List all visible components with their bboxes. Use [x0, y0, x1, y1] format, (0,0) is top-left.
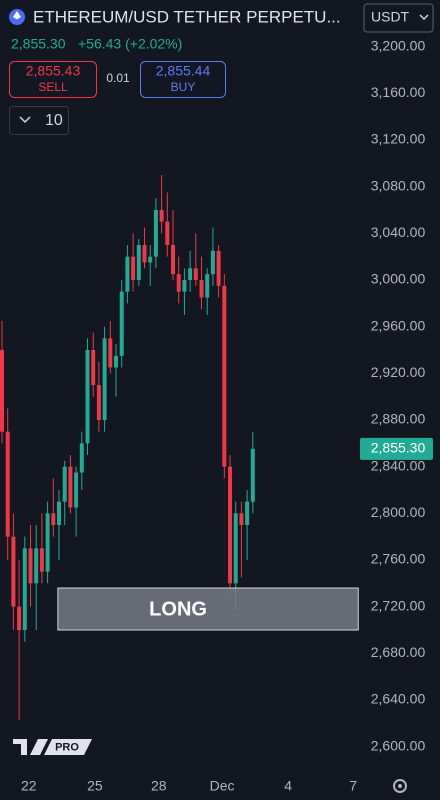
candle-body [79, 443, 84, 473]
tv-logo [13, 739, 48, 755]
candle-body [159, 210, 164, 222]
long-label: LONG [149, 598, 207, 620]
candle-body [210, 250, 215, 275]
candle-body [96, 385, 101, 420]
candle-body [199, 280, 204, 298]
x-tick-label: Dec [210, 778, 235, 794]
candle-body [233, 513, 238, 584]
buy-button[interactable] [140, 61, 226, 98]
candle-body [228, 466, 233, 584]
x-tick-label: 7 [349, 778, 357, 794]
candle-body [0, 350, 4, 432]
y-tick-label: 3,160.00 [371, 84, 426, 100]
y-tick-label: 2,920.00 [371, 364, 426, 380]
candle-body [28, 548, 33, 584]
y-tick-label: 2,600.00 [371, 737, 426, 753]
candle-body [193, 268, 198, 280]
candle-body [153, 210, 158, 257]
candle-body [85, 350, 90, 444]
candle-body [34, 548, 39, 584]
candle-body [17, 606, 22, 630]
y-tick-label: 2,760.00 [371, 551, 426, 567]
candle-body [245, 501, 250, 525]
y-tick-label: 2,960.00 [371, 317, 426, 333]
y-tick-label: 2,640.00 [371, 691, 426, 707]
currency[interactable]: USDT [371, 9, 410, 25]
candle-body [216, 250, 221, 286]
y-tick-label: 3,080.00 [371, 177, 426, 193]
settings-icon-center [398, 784, 402, 788]
candle-body [142, 245, 147, 263]
candle-body [250, 448, 255, 502]
last-price-label: 2,855.30 [371, 440, 426, 456]
y-tick-label: 3,200.00 [371, 37, 426, 53]
pro-badge [44, 739, 92, 755]
symbol-icon-glyph [13, 11, 21, 20]
x-tick-label: 4 [284, 778, 292, 794]
long-zone [57, 587, 359, 631]
candle-body [51, 513, 56, 525]
candle-body [125, 256, 130, 292]
candle-body [91, 350, 96, 385]
plot: 3,200.00 3,160.00 3,120.00 3,080.00 3,040.00… [0, 37, 433, 794]
candle-body [22, 548, 27, 630]
price: 2,855.30 [11, 36, 66, 52]
x-tick-label: 22 [21, 778, 37, 794]
quantity-button[interactable] [9, 106, 69, 135]
candle-body [165, 221, 170, 245]
candle-body [11, 536, 16, 607]
currency-chevron [419, 14, 429, 21]
candle-body [119, 291, 124, 356]
symbol-title[interactable]: ETHEREUM/USD TETHER PERPETU... [33, 7, 341, 26]
buy-price[interactable]: 2,855.44 [156, 63, 211, 79]
candle-body [39, 548, 44, 572]
buy-label[interactable]: BUY [171, 80, 196, 94]
candle-body [182, 280, 187, 292]
candle-body [148, 256, 153, 263]
candle-body [188, 268, 193, 280]
candle-body [131, 256, 136, 280]
y-tick-label: 2,800.00 [371, 504, 426, 520]
candle-body [176, 274, 181, 292]
quantity[interactable]: 10 [45, 112, 63, 129]
spread: 0.01 [106, 71, 130, 85]
x-tick-label: 25 [87, 778, 103, 794]
candle-body [108, 338, 113, 368]
sell-button[interactable] [9, 61, 97, 98]
pro-label: PRO [55, 741, 79, 753]
candle-body [5, 431, 10, 537]
candle-body [62, 466, 67, 502]
candle-body [136, 245, 141, 280]
candle-body [171, 245, 176, 275]
x-tick-label: 28 [151, 778, 167, 794]
sell-label[interactable]: SELL [38, 80, 68, 94]
currency-button[interactable] [363, 3, 434, 33]
y-tick-label: 3,120.00 [371, 131, 426, 147]
y-tick-label: 3,000.00 [371, 271, 426, 287]
sell-price[interactable]: 2,855.43 [26, 63, 81, 79]
candle-body [45, 513, 50, 572]
candle-body [205, 274, 210, 298]
y-tick-label: 3,040.00 [371, 224, 426, 240]
candle-body [222, 285, 227, 467]
y-tick-label: 2,680.00 [371, 644, 426, 660]
candle-body [102, 338, 107, 420]
candle-body [57, 501, 62, 525]
candle-body [114, 355, 119, 368]
quantity-chevron [19, 116, 31, 124]
candle-body [239, 513, 244, 525]
price-change: +56.43 (+2.02%) [78, 36, 182, 52]
last-price-tag [360, 437, 433, 460]
candle-body [74, 472, 79, 508]
settings-icon[interactable] [393, 779, 407, 793]
y-tick-label: 2,840.00 [371, 457, 426, 473]
candle-body [68, 466, 73, 508]
y-tick-label: 2,880.00 [371, 411, 426, 427]
y-tick-label: 2,720.00 [371, 597, 426, 613]
